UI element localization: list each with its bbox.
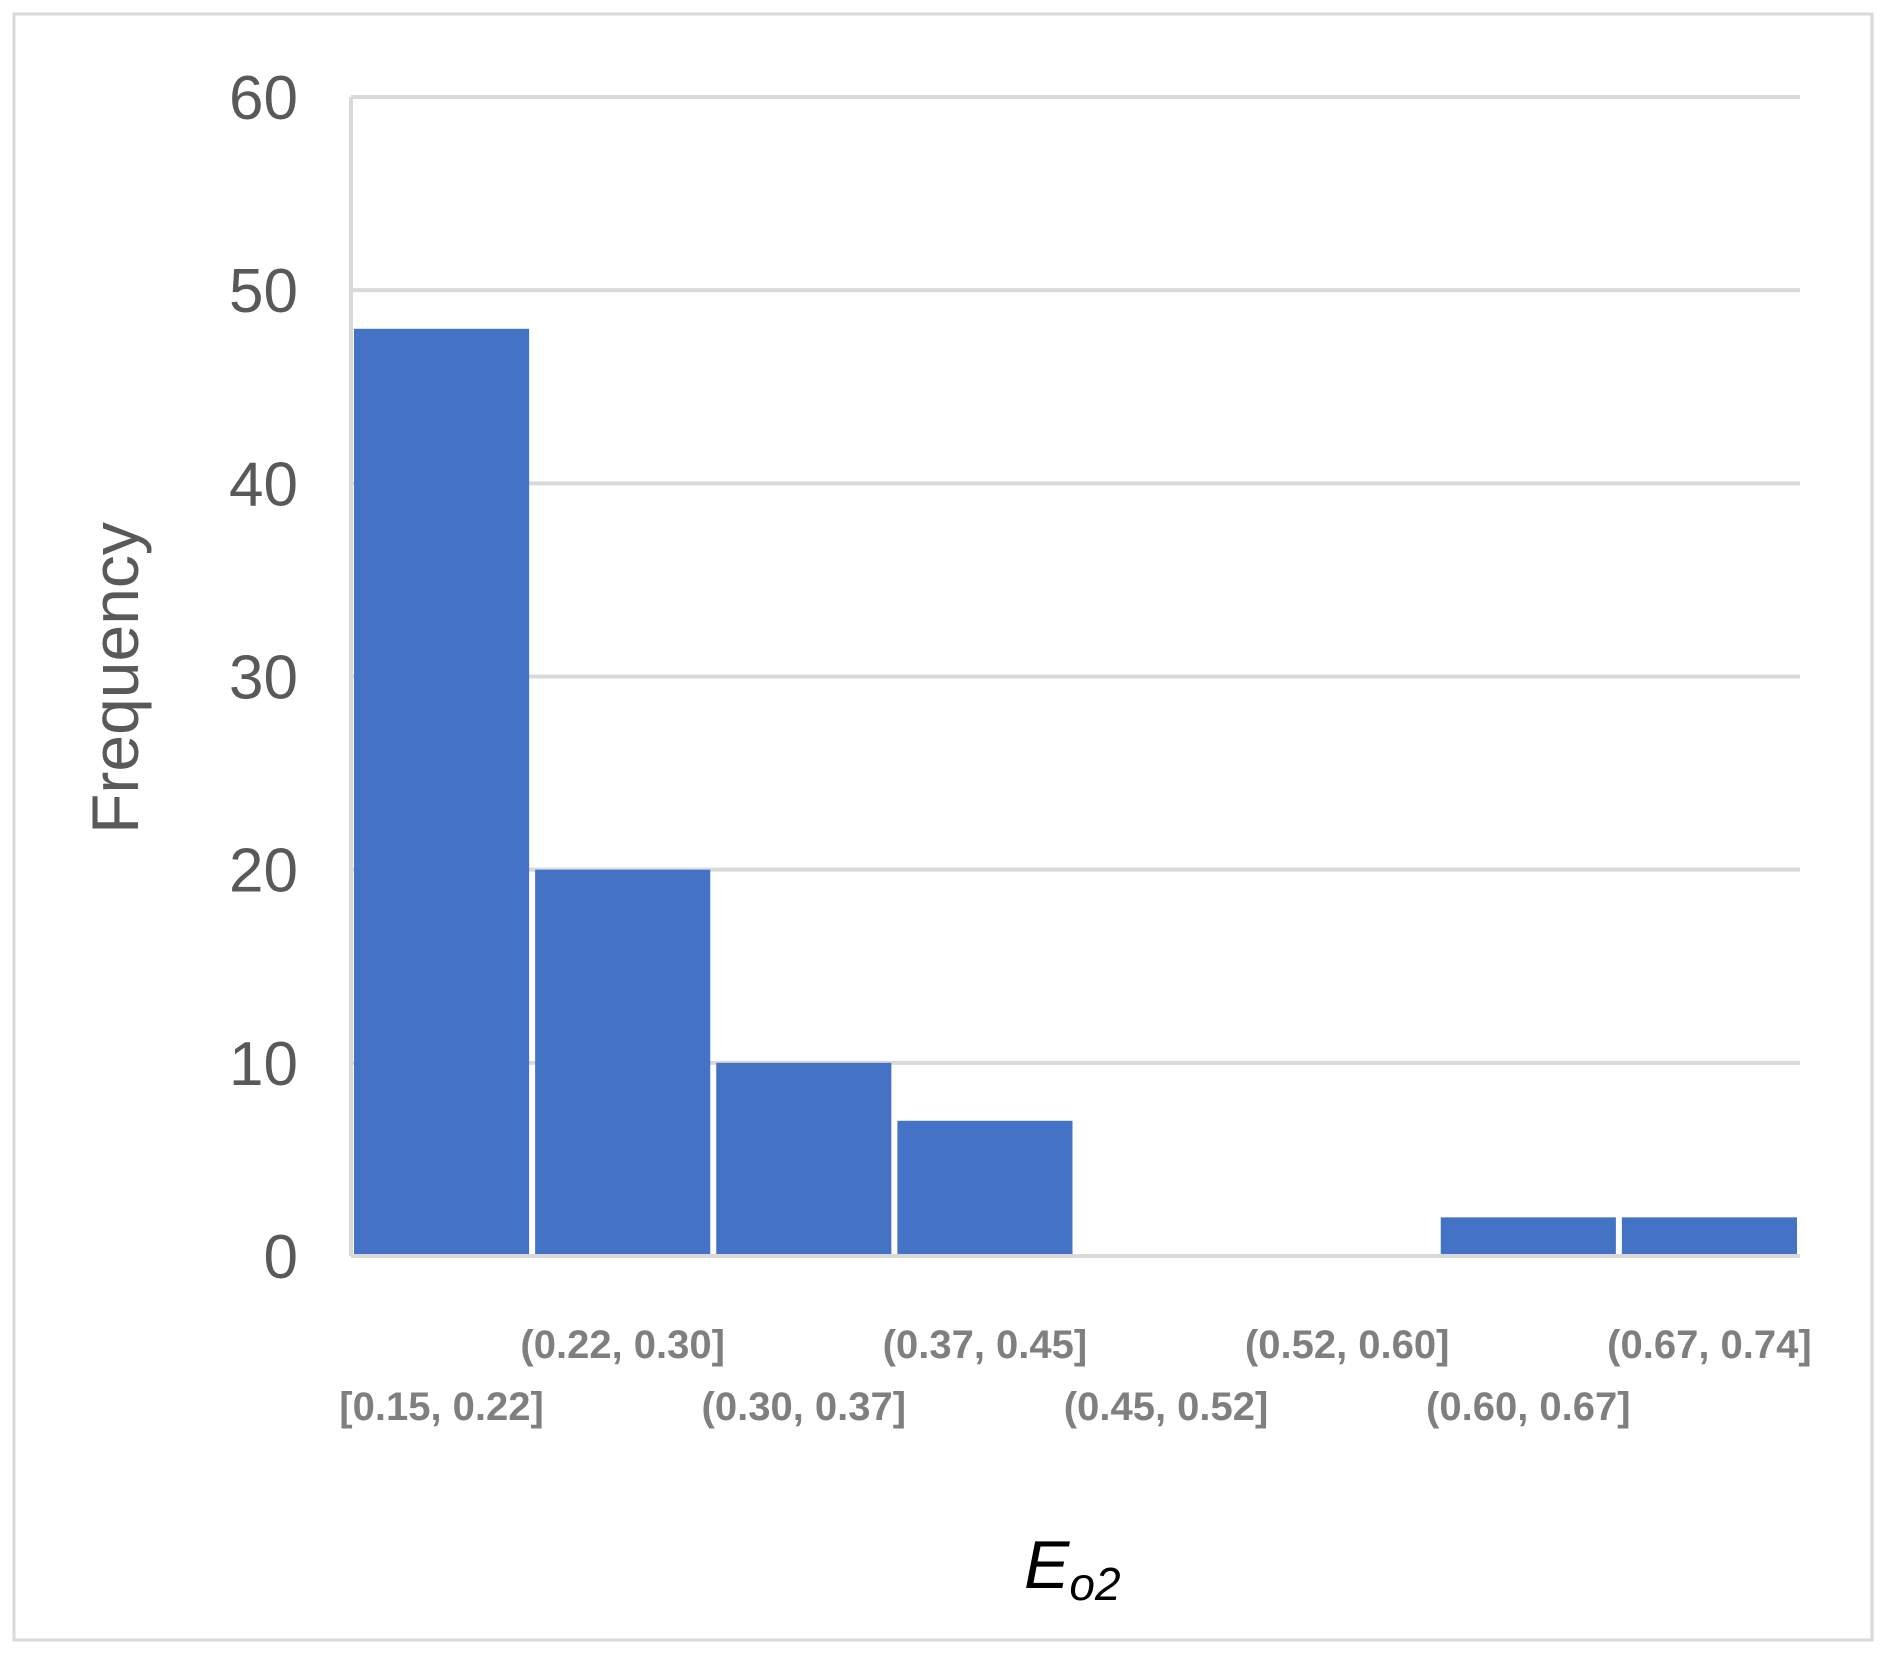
x-category-label-2: (0.30, 0.37] [702,1385,907,1429]
bar-7 [1621,1217,1797,1256]
bar-2 [716,1062,892,1256]
bars [354,328,1797,1256]
x-category-labels: [0.15, 0.22] (0.22, 0.30] (0.30, 0.37] (0.3… [339,1323,1811,1429]
y-tick-label-10: 10 [229,1030,298,1099]
bar-3 [897,1120,1073,1256]
x-category-label-5: (0.52, 0.60] [1245,1323,1450,1367]
bar-0 [354,328,530,1256]
x-category-label-0: [0.15, 0.22] [339,1385,544,1429]
y-tick-label-0: 0 [264,1223,298,1292]
y-tick-labels: 0 10 20 30 40 50 60 [229,64,298,1292]
x-category-label-3: (0.37, 0.45] [883,1323,1088,1367]
y-tick-label-40: 40 [229,450,298,519]
y-tick-label-20: 20 [229,837,298,906]
x-axis-label: Eo2 [1024,1527,1121,1610]
x-category-label-6: (0.60, 0.67] [1426,1385,1631,1429]
axes [349,97,1800,1258]
chart-frame [12,12,1874,1642]
y-axis-label: Frequency [78,522,152,834]
y-tick-label-50: 50 [229,257,298,326]
x-category-label-7: (0.67, 0.74] [1607,1323,1812,1367]
bar-6 [1440,1217,1616,1256]
bar-1 [535,869,711,1256]
x-category-label-4: (0.45, 0.52] [1064,1385,1269,1429]
x-category-label-1: (0.22, 0.30] [520,1323,725,1367]
y-tick-label-30: 30 [229,644,298,713]
y-tick-label-60: 60 [229,64,298,133]
x-axis-label-subscript: o2 [1069,1558,1120,1610]
x-axis-label-main: E [1024,1527,1070,1603]
